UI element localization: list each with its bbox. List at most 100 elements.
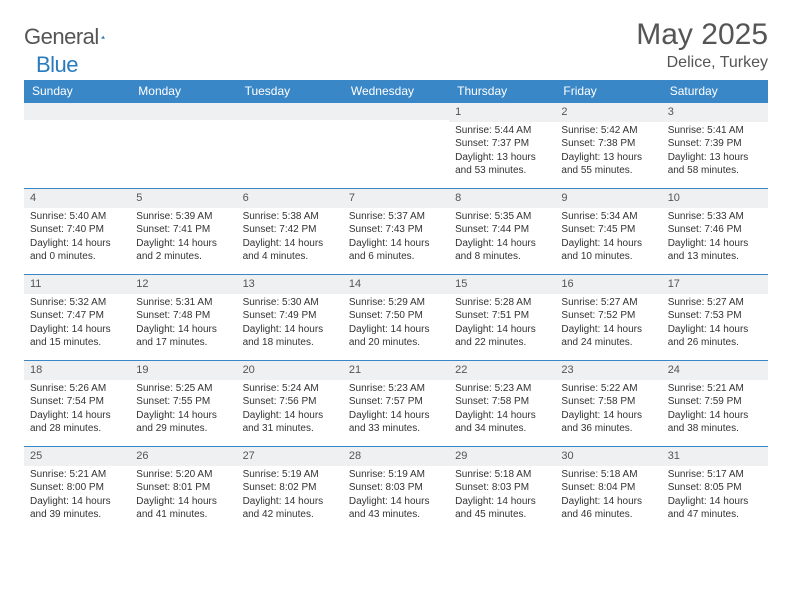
empty-cell [130,103,236,189]
sunset-text: Sunset: 8:03 PM [455,481,549,495]
sunrise-text: Sunrise: 5:44 AM [455,124,549,138]
logo-text-1: General [24,24,99,50]
day-number: 9 [555,189,661,208]
day-number: 17 [662,275,768,294]
day-cell: 19 Sunrise: 5:25 AMSunset: 7:55 PMDayligh… [130,361,236,447]
sunset-text: Sunset: 7:48 PM [136,309,230,323]
day-cell: 8Sunrise: 5:35 AMSunset: 7:44 PMDaylight… [449,189,555,275]
daylight-text: Daylight: 14 hours and 2 minutes. [136,237,230,264]
sunset-text: Sunset: 8:01 PM [136,481,230,495]
day-number: 12 [130,275,236,294]
daylight-text: Daylight: 14 hours and 47 minutes. [668,495,762,522]
sunset-text: Sunset: 7:38 PM [561,137,655,151]
sunrise-text: Sunrise: 5:25 AM [136,382,230,396]
sunrise-text: Sunrise: 5:27 AM [668,296,762,310]
day-number: 5 [130,189,236,208]
sunrise-text: Sunrise: 5:40 AM [30,210,124,224]
daylight-text: Daylight: 14 hours and 31 minutes. [243,409,337,436]
day-cell: 20Sunrise: 5:24 AMSunset: 7:56 PMDayligh… [237,361,343,447]
daylight-text: Daylight: 14 hours and 0 minutes. [30,237,124,264]
day-number: 28 [343,447,449,466]
day-cell: 28Sunrise: 5:19 AMSunset: 8:03 PMDayligh… [343,447,449,533]
day-cell: 11Sunrise: 5:32 AMSunset: 7:47 PMDayligh… [24,275,130,361]
day-cell: 3Sunrise: 5:41 AMSunset: 7:39 PMDaylight… [662,103,768,189]
day-number: 26 [130,447,236,466]
sunset-text: Sunset: 7:41 PM [136,223,230,237]
daylight-text: Daylight: 14 hours and 20 minutes. [349,323,443,350]
day-number: 1 [449,103,555,122]
daylight-text: Daylight: 14 hours and 24 minutes. [561,323,655,350]
daylight-text: Daylight: 14 hours and 26 minutes. [668,323,762,350]
day-number: 6 [237,189,343,208]
sunrise-text: Sunrise: 5:41 AM [668,124,762,138]
daylight-text: Daylight: 13 hours and 55 minutes. [561,151,655,178]
day-number: 31 [662,447,768,466]
day-cell: 30Sunrise: 5:18 AMSunset: 8:04 PMDayligh… [555,447,661,533]
daylight-text: Daylight: 13 hours and 53 minutes. [455,151,549,178]
weekday-header: Sunday [24,80,130,103]
sunrise-text: Sunrise: 5:24 AM [243,382,337,396]
sunset-text: Sunset: 7:45 PM [561,223,655,237]
daylight-text: Daylight: 14 hours and 45 minutes. [455,495,549,522]
calendar-table: Sunday Monday Tuesday Wednesday Thursday… [24,80,768,533]
day-cell: 29 Sunrise: 5:18 AMSunset: 8:03 PMDayligh… [449,447,555,533]
day-number: 14 [343,275,449,294]
daylight-text: Daylight: 14 hours and 13 minutes. [668,237,762,264]
day-cell: 9Sunrise: 5:34 AMSunset: 7:45 PMDaylight… [555,189,661,275]
sunrise-text: Sunrise: 5:21 AM [30,468,124,482]
sunrise-text: Sunrise: 5:18 AM [455,468,549,482]
sunrise-text: Sunrise: 5:30 AM [243,296,337,310]
day-number: 19 [130,361,236,380]
day-cell: 16Sunrise: 5:27 AMSunset: 7:52 PMDayligh… [555,275,661,361]
sunset-text: Sunset: 7:58 PM [455,395,549,409]
day-number: 22 [449,361,555,380]
sunset-text: Sunset: 7:51 PM [455,309,549,323]
sunrise-text: Sunrise: 5:19 AM [349,468,443,482]
sunrise-text: Sunrise: 5:17 AM [668,468,762,482]
day-number: 11 [24,275,130,294]
day-cell: 27Sunrise: 5:19 AMSunset: 8:02 PMDayligh… [237,447,343,533]
sunset-text: Sunset: 7:55 PM [136,395,230,409]
day-number: 21 [343,361,449,380]
empty-cell [237,103,343,189]
day-cell: 7Sunrise: 5:37 AMSunset: 7:43 PMDaylight… [343,189,449,275]
day-number: 23 [555,361,661,380]
sunrise-text: Sunrise: 5:38 AM [243,210,337,224]
sunrise-text: Sunrise: 5:28 AM [455,296,549,310]
weekday-header: Saturday [662,80,768,103]
sunset-text: Sunset: 7:53 PM [668,309,762,323]
title-block: May 2025 Delice, Turkey [636,18,768,72]
week-row: 1Sunrise: 5:44 AMSunset: 7:37 PMDaylight… [24,103,768,189]
weekday-header: Monday [130,80,236,103]
sunrise-text: Sunrise: 5:33 AM [668,210,762,224]
sunset-text: Sunset: 7:54 PM [30,395,124,409]
sunrise-text: Sunrise: 5:39 AM [136,210,230,224]
daylight-text: Daylight: 14 hours and 43 minutes. [349,495,443,522]
day-number: 16 [555,275,661,294]
logo-text-2: Blue [36,52,78,78]
day-cell: 15Sunrise: 5:28 AMSunset: 7:51 PMDayligh… [449,275,555,361]
day-cell: 12Sunrise: 5:31 AMSunset: 7:48 PMDayligh… [130,275,236,361]
sunrise-text: Sunrise: 5:37 AM [349,210,443,224]
empty-cell [24,103,130,189]
day-cell: 18Sunrise: 5:26 AMSunset: 7:54 PMDayligh… [24,361,130,447]
day-number [24,103,130,120]
daylight-text: Daylight: 14 hours and 17 minutes. [136,323,230,350]
day-number: 29 [449,447,555,466]
sunset-text: Sunset: 7:42 PM [243,223,337,237]
calendar-page: General May 2025 Delice, Turkey Blue Sun… [0,0,792,533]
day-number: 25 [24,447,130,466]
daylight-text: Daylight: 14 hours and 38 minutes. [668,409,762,436]
week-row: 4Sunrise: 5:40 AMSunset: 7:40 PMDaylight… [24,189,768,275]
daylight-text: Daylight: 14 hours and 4 minutes. [243,237,337,264]
sunrise-text: Sunrise: 5:23 AM [349,382,443,396]
week-row: 11Sunrise: 5:32 AMSunset: 7:47 PMDayligh… [24,275,768,361]
sunrise-text: Sunrise: 5:19 AM [243,468,337,482]
daylight-text: Daylight: 14 hours and 29 minutes. [136,409,230,436]
header: General May 2025 Delice, Turkey [24,18,768,72]
sunset-text: Sunset: 8:02 PM [243,481,337,495]
daylight-text: Daylight: 13 hours and 58 minutes. [668,151,762,178]
daylight-text: Daylight: 14 hours and 28 minutes. [30,409,124,436]
sunset-text: Sunset: 7:50 PM [349,309,443,323]
sunrise-text: Sunrise: 5:27 AM [561,296,655,310]
